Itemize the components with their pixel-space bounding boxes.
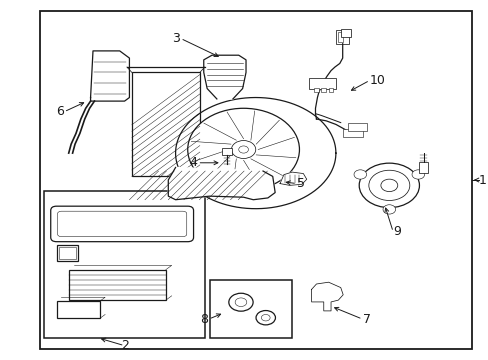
- Bar: [340, 30, 351, 37]
- Polygon shape: [280, 172, 306, 185]
- Bar: [313, 88, 318, 92]
- Bar: [209, 280, 291, 338]
- Bar: [419, 162, 427, 173]
- Bar: [347, 123, 366, 131]
- Text: 7: 7: [362, 312, 370, 326]
- Bar: [132, 72, 200, 176]
- Circle shape: [231, 140, 255, 158]
- Circle shape: [380, 179, 397, 192]
- Bar: [57, 301, 100, 318]
- Circle shape: [353, 170, 366, 179]
- Bar: [308, 78, 335, 89]
- Circle shape: [228, 293, 253, 311]
- Bar: [69, 270, 165, 300]
- Bar: [337, 32, 342, 42]
- Bar: [40, 12, 471, 348]
- Bar: [60, 247, 75, 258]
- Text: 9: 9: [392, 225, 400, 238]
- Text: 3: 3: [172, 32, 180, 45]
- Polygon shape: [175, 98, 335, 209]
- Bar: [321, 88, 325, 92]
- Polygon shape: [90, 51, 129, 101]
- FancyBboxPatch shape: [51, 206, 193, 242]
- Circle shape: [359, 163, 419, 208]
- Circle shape: [256, 311, 275, 325]
- Bar: [343, 129, 362, 137]
- Bar: [44, 191, 204, 338]
- Polygon shape: [203, 55, 245, 99]
- Circle shape: [187, 108, 299, 191]
- Text: 2: 2: [121, 339, 128, 352]
- Text: 1: 1: [478, 174, 486, 186]
- Text: 6: 6: [56, 105, 64, 118]
- Circle shape: [382, 205, 395, 214]
- Polygon shape: [311, 282, 343, 311]
- Text: 8: 8: [200, 312, 208, 326]
- Circle shape: [411, 170, 424, 179]
- Bar: [57, 244, 78, 261]
- Polygon shape: [168, 167, 275, 200]
- Text: 10: 10: [369, 74, 385, 87]
- Bar: [328, 88, 333, 92]
- Bar: [221, 148, 232, 155]
- Text: 4: 4: [189, 156, 197, 169]
- Bar: [335, 30, 349, 44]
- Text: 5: 5: [296, 177, 305, 190]
